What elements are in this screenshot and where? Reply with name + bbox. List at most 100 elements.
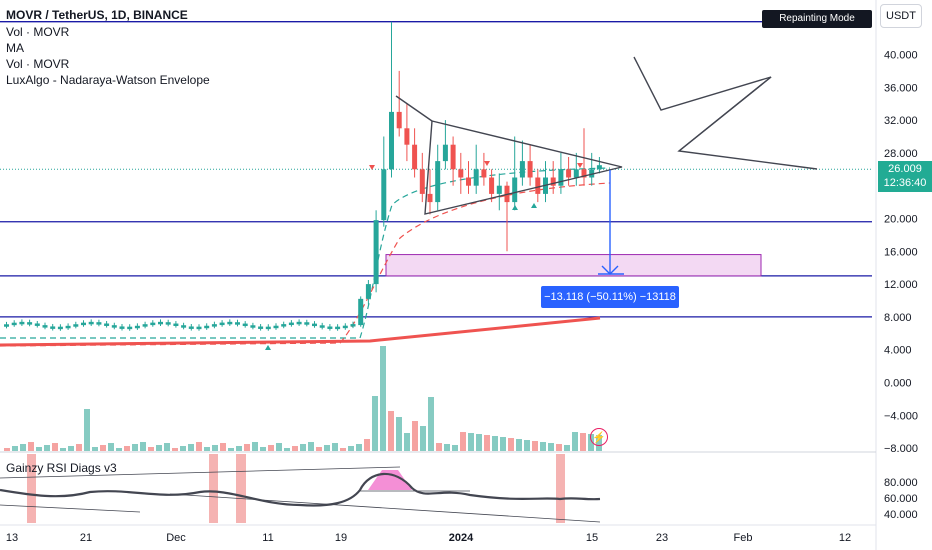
candle-body xyxy=(312,323,317,327)
candle-body xyxy=(496,185,502,194)
volume-bar xyxy=(76,444,82,451)
sell-marker xyxy=(484,161,490,166)
volume-bar xyxy=(100,445,106,451)
repainting-badge: Repainting Mode Enabled xyxy=(762,10,872,42)
candle-body xyxy=(111,325,117,328)
moving-average-line xyxy=(0,316,601,347)
volume-bar xyxy=(372,396,378,451)
volume-bar xyxy=(252,442,258,451)
lightning-icon[interactable]: ⚡ xyxy=(590,428,608,446)
rsi-trend-low1 xyxy=(0,504,141,513)
volume-bar xyxy=(308,442,314,451)
candle-body xyxy=(304,322,310,325)
volume-bar xyxy=(204,447,210,451)
candle-body xyxy=(327,326,333,329)
candle-body xyxy=(466,177,471,186)
x-tick-label: 11 xyxy=(262,532,273,544)
volume-bar xyxy=(508,438,514,451)
candle-body xyxy=(412,144,418,170)
candle-body xyxy=(365,284,371,299)
candle-body xyxy=(573,169,579,178)
volume-bar xyxy=(284,448,290,451)
volume-bar xyxy=(460,432,466,451)
volume-bar xyxy=(68,446,74,451)
volume-bar xyxy=(476,434,482,451)
indicator-ma[interactable]: MA xyxy=(6,41,24,55)
candle-body xyxy=(165,322,171,325)
x-tick-label: 15 xyxy=(586,532,598,544)
candle-body xyxy=(50,326,56,329)
volume-bar xyxy=(108,443,114,451)
buy-marker xyxy=(531,203,537,208)
candle-body xyxy=(273,325,279,329)
candle-body xyxy=(242,323,248,327)
y-tick-label: 8.000 xyxy=(884,312,912,324)
indicator-vol[interactable]: Vol · MOVR xyxy=(6,25,70,39)
candle-body xyxy=(158,321,163,325)
nadaraya-envelope xyxy=(0,167,611,347)
candle-body xyxy=(250,325,256,328)
volume-bar xyxy=(12,446,18,451)
y-tick-label: 20.000 xyxy=(884,214,918,226)
volume-bar xyxy=(564,445,570,451)
x-tick-label: 21 xyxy=(80,532,92,544)
candle-body xyxy=(404,128,410,145)
candle-body xyxy=(11,322,17,326)
y-tick-label: 28.000 xyxy=(884,148,918,160)
candle-body xyxy=(458,169,464,178)
rsi-highlight xyxy=(209,454,218,523)
x-tick-label: 23 xyxy=(656,532,668,544)
y-tick-label: 0.000 xyxy=(884,378,912,390)
volume-bar xyxy=(276,443,282,451)
indicator-vol-2[interactable]: Vol · MOVR xyxy=(6,57,70,71)
candle-body xyxy=(373,220,379,285)
candle-body xyxy=(134,325,140,329)
current-price: 26.009 xyxy=(888,163,922,175)
currency-button[interactable]: USDT xyxy=(880,4,922,28)
volume-bar xyxy=(380,346,386,451)
measure-label[interactable]: −13.118 (−50.11%) −13118 xyxy=(541,286,679,308)
volume-bar xyxy=(532,441,538,451)
rsi-pane-title[interactable]: Gainzy RSI Diags v3 xyxy=(6,461,117,475)
volume-bar xyxy=(524,440,530,451)
rsi-trend-upper xyxy=(0,466,401,479)
candle-body xyxy=(427,193,433,203)
volume-bar xyxy=(572,432,578,451)
volume-bar xyxy=(516,439,522,451)
candle-body xyxy=(119,326,125,329)
volume-bar xyxy=(84,409,90,451)
candle-body xyxy=(65,325,71,329)
indicator-envelope[interactable]: LuxAlgo - Nadaraya-Watson Envelope xyxy=(6,73,210,87)
volume-bar xyxy=(412,421,418,451)
candle-body xyxy=(566,169,572,178)
candle-body xyxy=(73,324,79,327)
candle-body xyxy=(57,326,63,330)
volume-bar xyxy=(388,411,394,451)
volume-bar xyxy=(364,439,370,451)
rsi-highlight xyxy=(27,454,36,523)
x-tick-label: 2024 xyxy=(449,532,474,544)
target-zone xyxy=(385,254,762,277)
candle-body xyxy=(235,322,240,325)
candle-body xyxy=(473,169,479,186)
candle-body xyxy=(335,326,341,330)
rsi-overbought-fill xyxy=(368,470,412,490)
candle-body xyxy=(34,323,40,326)
candle-body xyxy=(550,177,556,186)
volume-bar xyxy=(228,448,234,451)
volume-bar xyxy=(124,446,130,451)
x-tick-label: Feb xyxy=(734,532,753,544)
volume-bar xyxy=(260,447,266,451)
y-tick-label: −8.000 xyxy=(884,443,918,455)
candle-body xyxy=(4,324,9,327)
rsi-pane xyxy=(0,454,601,523)
rsi-tick-label: 60.000 xyxy=(884,493,918,505)
volume-bar xyxy=(332,443,338,451)
volume-bar xyxy=(36,447,42,451)
y-tick-label: 36.000 xyxy=(884,82,918,94)
volume-bar xyxy=(500,437,506,451)
volume-bar xyxy=(340,448,346,451)
volume-bar xyxy=(468,433,474,451)
target-zone-box xyxy=(385,254,762,277)
